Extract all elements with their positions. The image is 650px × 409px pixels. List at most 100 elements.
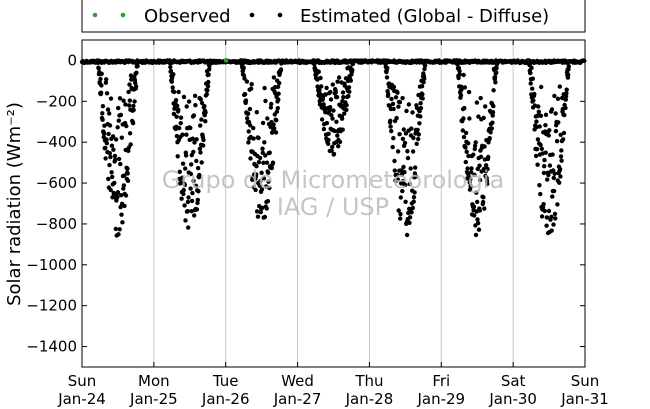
estimated-point xyxy=(116,118,122,123)
estimated-point xyxy=(197,172,202,178)
estimated-point xyxy=(127,98,132,103)
estimated-point xyxy=(477,177,483,183)
estimated-point xyxy=(190,190,195,196)
estimated-point xyxy=(350,67,355,73)
estimated-point xyxy=(478,154,484,159)
estimated-point xyxy=(327,105,333,110)
estimated-point xyxy=(473,140,478,145)
estimated-point xyxy=(552,171,557,176)
estimated-point xyxy=(107,111,112,116)
estimated-point xyxy=(563,97,568,102)
estimated-point xyxy=(256,160,262,165)
estimated-point xyxy=(255,214,261,219)
estimated-point xyxy=(401,127,406,132)
estimated-point xyxy=(262,85,267,91)
estimated-point xyxy=(113,137,119,142)
estimated-point xyxy=(457,72,462,77)
estimated-point xyxy=(542,164,547,169)
estimated-point xyxy=(413,165,418,170)
estimated-point xyxy=(192,93,198,99)
estimated-point xyxy=(104,141,110,146)
estimated-point xyxy=(134,70,139,76)
x-tick-label-date: Jan-28 xyxy=(345,390,394,408)
estimated-point xyxy=(129,77,134,82)
estimated-point xyxy=(469,166,474,171)
estimated-point xyxy=(266,170,271,175)
estimated-point xyxy=(186,225,191,230)
estimated-point xyxy=(108,96,114,101)
estimated-point xyxy=(107,151,113,156)
estimated-point xyxy=(403,131,409,136)
estimated-point xyxy=(199,160,204,165)
estimated-point xyxy=(463,145,468,150)
estimated-point xyxy=(201,137,206,143)
estimated-point xyxy=(131,107,136,113)
estimated-point xyxy=(535,137,541,142)
estimated-point xyxy=(257,155,263,161)
estimated-point xyxy=(348,78,353,83)
estimated-point xyxy=(319,84,324,89)
estimated-point xyxy=(391,106,396,112)
estimated-point xyxy=(102,123,107,128)
watermark-line-2: IAG / USP xyxy=(277,193,389,221)
estimated-point xyxy=(185,209,190,214)
estimated-point xyxy=(461,72,466,78)
estimated-point xyxy=(110,134,116,139)
estimated-point xyxy=(263,98,268,104)
y-tick-label: −1400 xyxy=(26,338,77,356)
estimated-point xyxy=(118,161,123,167)
estimated-point xyxy=(245,116,250,121)
estimated-point xyxy=(530,86,535,91)
estimated-point xyxy=(186,99,192,104)
estimated-point xyxy=(273,91,278,96)
estimated-point xyxy=(528,70,533,76)
estimated-point xyxy=(241,65,246,70)
x-tick-label-day: Sun xyxy=(68,372,97,390)
estimated-point xyxy=(254,164,259,169)
estimated-point xyxy=(555,96,561,102)
estimated-point xyxy=(174,114,179,119)
estimated-point xyxy=(247,106,253,112)
estimated-point xyxy=(260,120,266,126)
estimated-point xyxy=(177,169,182,174)
estimated-point xyxy=(201,143,206,148)
estimated-point xyxy=(482,206,487,211)
estimated-point xyxy=(564,87,569,92)
estimated-point xyxy=(279,59,284,65)
estimated-point xyxy=(552,93,557,99)
estimated-point xyxy=(462,85,468,90)
estimated-point xyxy=(177,125,182,131)
estimated-point xyxy=(396,208,401,213)
estimated-point xyxy=(254,110,259,115)
estimated-point xyxy=(207,67,212,72)
estimated-point xyxy=(413,174,419,179)
estimated-point xyxy=(402,169,407,175)
estimated-point xyxy=(128,73,134,78)
estimated-point xyxy=(121,183,127,188)
estimated-point xyxy=(167,60,173,66)
estimated-point xyxy=(553,128,559,134)
estimated-point xyxy=(331,151,337,157)
watermark-line-1: Grupo de Micrometeorologia xyxy=(162,166,504,194)
estimated-point xyxy=(395,149,401,154)
estimated-point xyxy=(344,102,349,108)
estimated-point xyxy=(106,176,111,182)
estimated-point xyxy=(251,136,256,141)
estimated-point xyxy=(191,149,196,155)
estimated-point xyxy=(180,161,186,166)
legend-marker-observed xyxy=(92,12,98,18)
estimated-point xyxy=(463,130,469,136)
estimated-point xyxy=(539,214,545,219)
estimated-point xyxy=(582,58,587,63)
estimated-point xyxy=(490,113,495,118)
estimated-point xyxy=(420,96,425,101)
estimated-point xyxy=(243,98,249,103)
y-tick-label: −1200 xyxy=(26,297,77,315)
estimated-point xyxy=(242,76,247,81)
estimated-point xyxy=(181,187,186,193)
estimated-point xyxy=(566,72,571,78)
estimated-point xyxy=(549,214,554,219)
estimated-point xyxy=(272,126,277,131)
estimated-point xyxy=(315,84,320,89)
estimated-point xyxy=(473,232,479,238)
